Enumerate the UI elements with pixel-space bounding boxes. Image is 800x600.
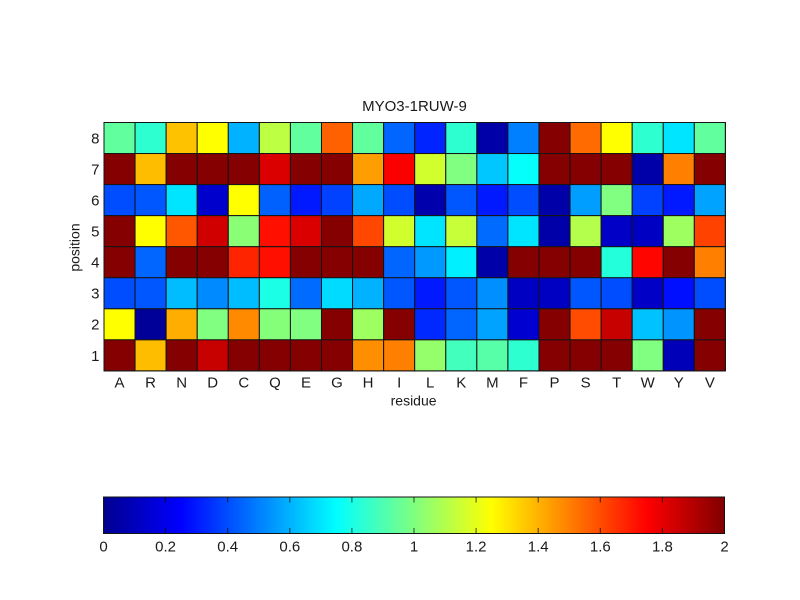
svg-text:T: T [612,375,621,392]
svg-text:0.8: 0.8 [341,538,362,555]
svg-text:7: 7 [91,162,99,179]
svg-text:G: G [331,375,343,392]
svg-text:R: R [145,375,156,392]
svg-text:C: C [238,375,249,392]
svg-text:V: V [705,375,715,392]
svg-text:position: position [67,223,83,271]
svg-text:H: H [363,375,374,392]
svg-text:5: 5 [91,224,99,241]
svg-text:4: 4 [91,255,99,272]
svg-text:D: D [207,375,218,392]
svg-text:1.8: 1.8 [652,538,673,555]
svg-text:S: S [581,375,591,392]
svg-text:0: 0 [99,538,107,555]
svg-text:0.4: 0.4 [217,538,238,555]
svg-text:1: 1 [410,538,418,555]
svg-text:W: W [641,375,656,392]
svg-text:K: K [456,375,466,392]
svg-text:0.2: 0.2 [155,538,176,555]
svg-text:2: 2 [720,538,728,555]
svg-text:3: 3 [91,286,99,303]
svg-text:1.6: 1.6 [590,538,611,555]
svg-text:residue: residue [391,393,437,409]
svg-text:I: I [397,375,401,392]
svg-text:E: E [301,375,311,392]
svg-text:MYO3-1RUW-9: MYO3-1RUW-9 [362,98,467,115]
svg-text:8: 8 [91,130,99,147]
svg-text:1.4: 1.4 [528,538,549,555]
svg-text:P: P [549,375,559,392]
svg-text:Y: Y [674,375,684,392]
svg-text:N: N [176,375,187,392]
svg-text:F: F [519,375,528,392]
svg-text:1: 1 [91,348,99,365]
svg-text:L: L [426,375,434,392]
svg-text:Q: Q [269,375,281,392]
svg-text:A: A [114,375,124,392]
svg-text:M: M [486,375,499,392]
svg-text:6: 6 [91,193,99,210]
svg-text:1.2: 1.2 [466,538,487,555]
svg-text:2: 2 [91,317,99,334]
svg-text:0.6: 0.6 [279,538,300,555]
